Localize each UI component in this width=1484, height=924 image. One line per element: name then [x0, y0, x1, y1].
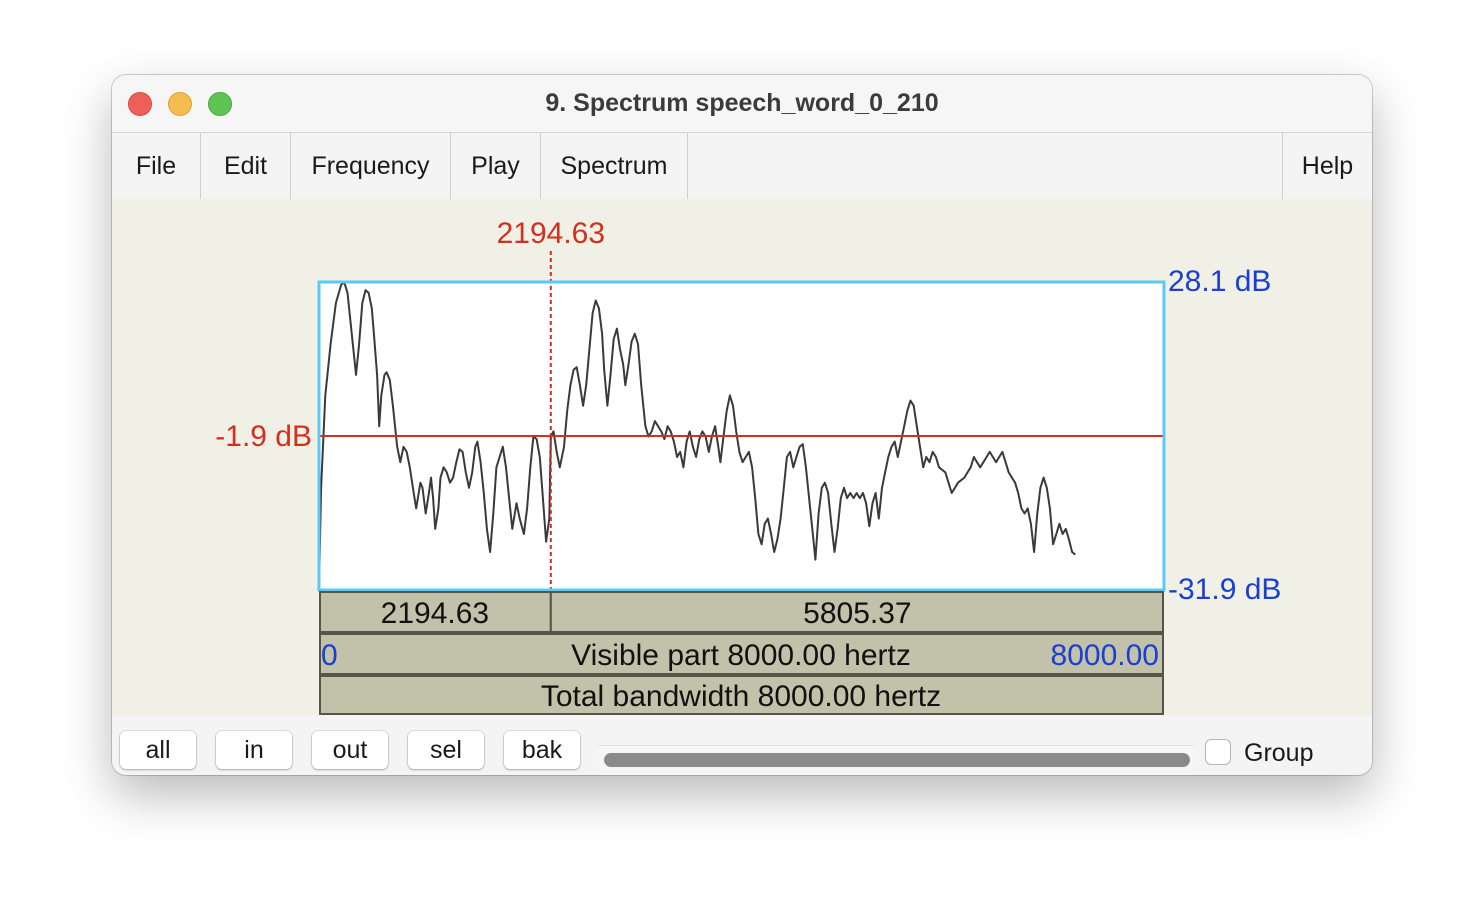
zoom-toolbar: all in out sel bak Group [112, 715, 1372, 775]
scrollbar-thumb[interactable] [604, 753, 1190, 767]
visible-part-label: Visible part 8000.00 hertz [571, 639, 911, 672]
visible-start-label: 0 [321, 639, 338, 672]
menu-bar: File Edit Frequency Play Spectrum Help [112, 133, 1372, 199]
menu-edit[interactable]: Edit [201, 133, 291, 199]
spectrum-curve [318, 281, 1076, 591]
y-max-label: 28.1 dB [1168, 265, 1271, 298]
right-segment-label: 5805.37 [803, 597, 911, 630]
menu-spectrum[interactable]: Spectrum [541, 133, 688, 199]
total-bandwidth-bar[interactable] [319, 675, 1164, 715]
y-min-label: -31.9 dB [1168, 573, 1281, 606]
menu-frequency[interactable]: Frequency [291, 133, 451, 199]
spectrum-editor-area[interactable]: 2194.63 -1.9 dB 28.1 dB -31.9 dB 2194.63… [112, 199, 1372, 715]
total-bandwidth-label: Total bandwidth 8000.00 hertz [541, 680, 941, 713]
cursor-frequency-label: 2194.63 [497, 217, 605, 250]
visible-part-bar[interactable] [319, 633, 1164, 675]
zoom-out-button[interactable]: out [312, 731, 388, 769]
right-segment-bar[interactable] [549, 591, 1164, 633]
cursor-level-label: -1.9 dB [215, 420, 312, 453]
zoom-all-button[interactable]: all [120, 731, 196, 769]
menu-help[interactable]: Help [1282, 133, 1372, 199]
group-label: Group [1244, 739, 1314, 767]
zoom-selection-button[interactable]: sel [408, 731, 484, 769]
left-segment-label: 2194.63 [381, 597, 489, 630]
plot-frame [317, 280, 1166, 592]
horizontal-scrollbar[interactable] [598, 745, 1194, 771]
minimize-window-button[interactable] [168, 92, 192, 116]
left-segment-bar[interactable] [319, 591, 552, 633]
spectrum-window: 9. Spectrum speech_word_0_210 File Edit … [112, 75, 1372, 775]
visible-end-label: 8000.00 [1051, 639, 1159, 672]
close-window-button[interactable] [128, 92, 152, 116]
group-checkbox[interactable] [1205, 739, 1231, 765]
spectrum-plot[interactable]: 2194.63 -1.9 dB 28.1 dB -31.9 dB 2194.63… [112, 199, 1372, 715]
zoom-in-button[interactable]: in [216, 731, 292, 769]
window-title: 9. Spectrum speech_word_0_210 [545, 89, 939, 117]
zoom-window-button[interactable] [208, 92, 232, 116]
menu-play[interactable]: Play [451, 133, 541, 199]
title-bar: 9. Spectrum speech_word_0_210 [112, 75, 1372, 133]
zoom-back-button[interactable]: bak [504, 731, 580, 769]
menu-file[interactable]: File [112, 133, 201, 199]
